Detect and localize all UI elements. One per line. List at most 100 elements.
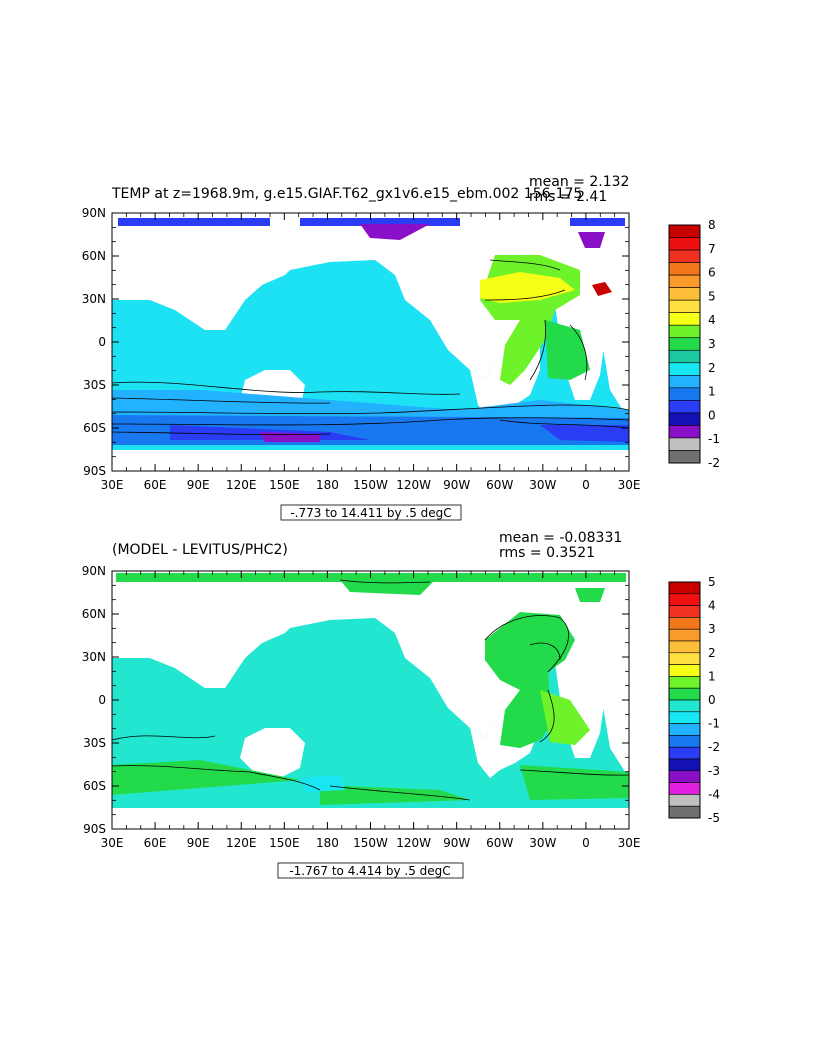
top-colorbar-swatch [668, 387, 701, 401]
top-colorbar-swatch [668, 287, 701, 301]
top-colorbar-frame [668, 224, 701, 464]
bottom-contours [112, 579, 629, 801]
bottom-land-america [375, 571, 540, 778]
bot-colorbar-label: -5 [708, 811, 720, 825]
top-xtick-label: 30E [618, 478, 641, 492]
bot-colorbar-swatch [668, 605, 701, 618]
top-colorbar-swatch [668, 425, 701, 439]
top-ytick-label: 90N [82, 206, 106, 220]
bot-colorbar-label: -3 [708, 764, 720, 778]
bot-xtick-label: 150E [269, 836, 300, 850]
top-colorbar-label: 7 [708, 242, 716, 256]
bot-colorbar-swatch [668, 676, 701, 689]
top-colorbar-swatch [668, 299, 701, 313]
bottom-colorbar: 5 4 3 2 1 0 -1 -2 -3 -4 -5 [668, 575, 720, 825]
top-colorbar-label: 4 [708, 313, 716, 327]
bot-colorbar-swatch [668, 758, 701, 772]
top-colorbar-swatch [668, 324, 701, 339]
bot-xtick-label: 180 [316, 836, 339, 850]
bot-ytick-label: 60N [82, 607, 106, 621]
bot-colorbar-frame [668, 581, 701, 819]
bot-colorbar-label: 4 [708, 599, 716, 613]
bottom-ticks [111, 570, 630, 830]
top-contour-info: -.773 to 14.411 by .5 degC [290, 506, 451, 520]
top-colorbar-label: -2 [708, 456, 720, 470]
bot-xtick-label: 120W [396, 836, 431, 850]
top-contour-info-box [280, 504, 462, 521]
top-xtick-label: 60W [486, 478, 513, 492]
bot-colorbar-label: 3 [708, 622, 716, 636]
bot-ytick-label: 0 [98, 693, 106, 707]
bot-colorbar-swatch [668, 735, 701, 748]
top-colorbar-swatch [668, 362, 701, 376]
bot-colorbar-swatch [668, 664, 701, 677]
bot-xtick-label: 90E [187, 836, 210, 850]
top-xtick-label: 180 [316, 478, 339, 492]
top-colorbar-swatch [668, 249, 701, 263]
top-colorbar: 8 7 6 5 4 3 2 1 0 -1 -2 [668, 218, 720, 470]
top-xtick-label: 120W [396, 478, 431, 492]
bottom-panel: mean = -0.08331 rms = 0.3521 (MODEL - LE… [82, 530, 720, 879]
bot-colorbar-swatch [668, 723, 701, 736]
bottom-arctic-band [116, 573, 626, 602]
bottom-x-tick-labels: 30E 60E 90E 120E 150E 180 150W 120W 90W 60W 30W 0 30… [101, 836, 641, 850]
top-atlantic-yellow [480, 272, 575, 303]
bot-xtick-label: 150W [353, 836, 388, 850]
top-ticks [111, 212, 630, 472]
bot-colorbar-swatch [668, 805, 701, 819]
bot-ytick-label: 30S [83, 736, 106, 750]
top-y-tick-labels: 90N 60N 30N 0 30S 60S 90S [82, 206, 106, 478]
bottom-stats-mean: mean = -0.08331 [499, 530, 622, 546]
top-colorbar-swatch [668, 450, 701, 464]
top-colorbar-label: -1 [708, 432, 720, 446]
top-colorbar-swatch [668, 237, 701, 251]
bot-xtick-label: 30E [618, 836, 641, 850]
top-ytick-label: 0 [98, 335, 106, 349]
bot-colorbar-swatch [668, 711, 701, 724]
bot-colorbar-swatch [668, 782, 701, 795]
top-colorbar-swatch [668, 400, 701, 414]
bot-colorbar-swatch [668, 746, 701, 760]
bot-colorbar-swatch [668, 617, 701, 630]
top-title: TEMP at z=1968.9m, g.e15.GIAF.T62_gx1v6.… [111, 186, 582, 202]
bot-ytick-label: 90N [82, 564, 106, 578]
top-xtick-label: 150E [269, 478, 300, 492]
top-land-asia [112, 213, 300, 330]
bot-xtick-label: 120E [226, 836, 257, 850]
bot-colorbar-swatch [668, 794, 701, 807]
bot-xtick-label: 30W [529, 836, 556, 850]
bot-colorbar-swatch [668, 628, 701, 642]
bot-ytick-label: 30N [82, 650, 106, 664]
top-xtick-label: 30W [529, 478, 556, 492]
bot-colorbar-swatch [668, 640, 701, 654]
top-contours [112, 259, 629, 436]
bot-colorbar-label: -1 [708, 717, 720, 731]
bot-colorbar-swatch [668, 770, 701, 783]
bot-xtick-label: 0 [582, 836, 590, 850]
bot-xtick-label: 60W [486, 836, 513, 850]
top-xtick-label: 120E [226, 478, 257, 492]
top-colorbar-label: 2 [708, 361, 716, 375]
top-colorbar-swatch [668, 274, 701, 288]
top-xtick-label: 30E [101, 478, 124, 492]
bottom-stats-rms: rms = 0.3521 [499, 545, 595, 561]
top-arctic-band [118, 218, 625, 226]
top-ytick-label: 60S [83, 421, 106, 435]
top-xtick-label: 0 [582, 478, 590, 492]
bot-colorbar-swatch [668, 699, 701, 713]
bot-colorbar-label: 1 [708, 669, 716, 683]
top-arctic-purple [360, 224, 605, 248]
top-ytick-label: 60N [82, 249, 106, 263]
bot-colorbar-swatch [668, 581, 701, 595]
bottom-map [112, 571, 629, 829]
top-ytick-label: 90S [83, 464, 106, 478]
top-ytick-label: 30N [82, 292, 106, 306]
top-xtick-label: 90W [443, 478, 470, 492]
top-colorbar-label: 8 [708, 218, 716, 232]
top-colorbar-swatch [668, 349, 701, 364]
top-colorbar-label: 5 [708, 289, 716, 303]
top-colorbar-label: 1 [708, 385, 716, 399]
top-colorbar-swatch [668, 312, 701, 326]
bottom-contour-info: -1.767 to 4.414 by .5 degC [289, 864, 450, 878]
bottom-y-tick-labels: 90N 60N 30N 0 30S 60S 90S [82, 564, 106, 836]
